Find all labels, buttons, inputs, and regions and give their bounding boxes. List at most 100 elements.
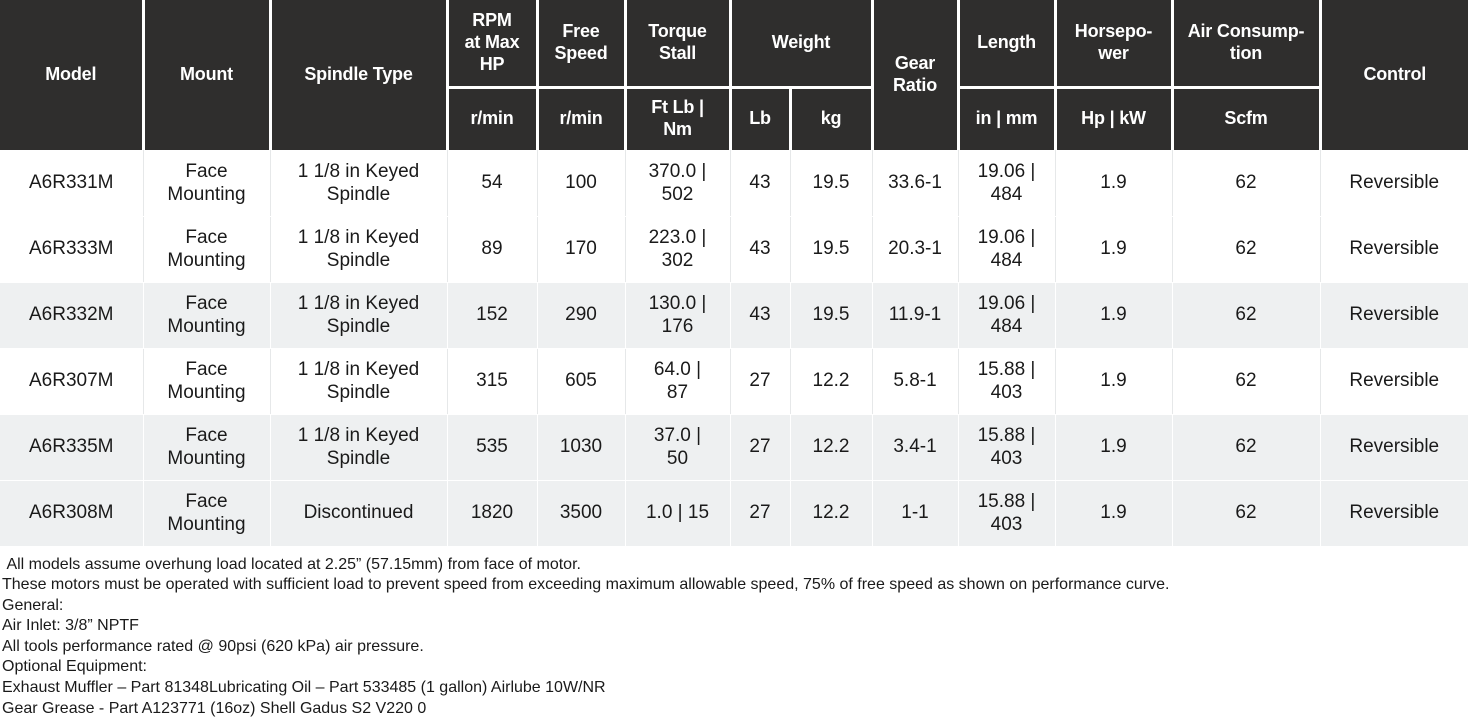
cell-air_consumption: 62 [1172,282,1320,348]
footnote-line: General: [2,596,1466,617]
unit-header-free-speed: r/min [537,87,625,150]
unit-header-length: in | mm [958,87,1055,150]
cell-rpm_at_max_hp: 1820 [447,480,537,546]
cell-model: A6R335M [0,414,143,480]
unit-header-weight-lb: Lb [730,87,790,150]
cell-weight_lb: 27 [730,480,790,546]
footnote-line: These motors must be operated with suffi… [2,575,1466,596]
cell-control: Reversible [1320,216,1468,282]
cell-free_speed: 605 [537,348,625,414]
col-header-model: Model [0,0,143,150]
cell-gear_ratio: 3.4-1 [872,414,958,480]
cell-mount: Face Mounting [143,150,270,216]
cell-model: A6R333M [0,216,143,282]
cell-rpm_at_max_hp: 315 [447,348,537,414]
cell-spindle_type: 1 1/8 in Keyed Spindle [270,216,447,282]
cell-mount: Face Mounting [143,414,270,480]
cell-gear_ratio: 5.8-1 [872,348,958,414]
cell-control: Reversible [1320,348,1468,414]
cell-free_speed: 170 [537,216,625,282]
cell-weight_lb: 27 [730,348,790,414]
cell-rpm_at_max_hp: 89 [447,216,537,282]
unit-header-horsepower: Hp | kW [1055,87,1172,150]
cell-horsepower: 1.9 [1055,414,1172,480]
cell-rpm_at_max_hp: 535 [447,414,537,480]
cell-torque_stall: 223.0 | 302 [625,216,730,282]
motor-spec-table: Model Mount Spindle Type RPM at Max HP F… [0,0,1468,547]
cell-free_speed: 290 [537,282,625,348]
cell-mount: Face Mounting [143,480,270,546]
cell-torque_stall: 1.0 | 15 [625,480,730,546]
col-header-horsepower: Horsepo- wer [1055,0,1172,87]
cell-rpm_at_max_hp: 54 [447,150,537,216]
col-header-length: Length [958,0,1055,87]
cell-spindle_type: 1 1/8 in Keyed Spindle [270,282,447,348]
footnote-line: Optional Equipment: [2,657,1466,678]
cell-horsepower: 1.9 [1055,216,1172,282]
cell-gear_ratio: 11.9-1 [872,282,958,348]
cell-model: A6R308M [0,480,143,546]
cell-air_consumption: 62 [1172,480,1320,546]
cell-mount: Face Mounting [143,282,270,348]
cell-weight_kg: 19.5 [790,216,872,282]
unit-header-air-consumption: Scfm [1172,87,1320,150]
cell-control: Reversible [1320,150,1468,216]
cell-weight_kg: 12.2 [790,480,872,546]
col-header-air-consumption: Air Consump- tion [1172,0,1320,87]
cell-air_consumption: 62 [1172,216,1320,282]
footnote-line: All tools performance rated @ 90psi (620… [2,637,1466,658]
cell-horsepower: 1.9 [1055,480,1172,546]
cell-length: 19.06 | 484 [958,216,1055,282]
cell-mount: Face Mounting [143,348,270,414]
cell-spindle_type: 1 1/8 in Keyed Spindle [270,150,447,216]
col-header-weight: Weight [730,0,872,87]
cell-gear_ratio: 20.3-1 [872,216,958,282]
cell-free_speed: 3500 [537,480,625,546]
footnote-line: Gear Grease - Part A123771 (16oz) Shell … [2,699,1466,719]
col-header-mount: Mount [143,0,270,150]
cell-spindle_type: 1 1/8 in Keyed Spindle [270,348,447,414]
cell-weight_kg: 19.5 [790,282,872,348]
cell-model: A6R331M [0,150,143,216]
cell-model: A6R332M [0,282,143,348]
cell-gear_ratio: 33.6-1 [872,150,958,216]
col-header-gear-ratio: Gear Ratio [872,0,958,150]
cell-weight_kg: 12.2 [790,414,872,480]
col-header-spindle-type: Spindle Type [270,0,447,150]
cell-weight_kg: 19.5 [790,150,872,216]
cell-horsepower: 1.9 [1055,348,1172,414]
footnote-line: All models assume overhung load located … [2,555,1466,576]
col-header-control: Control [1320,0,1468,150]
cell-torque_stall: 64.0 | 87 [625,348,730,414]
cell-air_consumption: 62 [1172,150,1320,216]
unit-header-weight-kg: kg [790,87,872,150]
cell-length: 15.88 | 403 [958,348,1055,414]
cell-free_speed: 1030 [537,414,625,480]
unit-header-torque: Ft Lb | Nm [625,87,730,150]
cell-torque_stall: 37.0 | 50 [625,414,730,480]
cell-weight_lb: 43 [730,282,790,348]
cell-length: 19.06 | 484 [958,150,1055,216]
unit-header-rpm: r/min [447,87,537,150]
cell-rpm_at_max_hp: 152 [447,282,537,348]
cell-free_speed: 100 [537,150,625,216]
cell-torque_stall: 130.0 | 176 [625,282,730,348]
cell-model: A6R307M [0,348,143,414]
cell-mount: Face Mounting [143,216,270,282]
cell-length: 19.06 | 484 [958,282,1055,348]
cell-weight_lb: 27 [730,414,790,480]
footnote-line: Air Inlet: 3/8” NPTF [2,616,1466,637]
cell-air_consumption: 62 [1172,414,1320,480]
cell-weight_kg: 12.2 [790,348,872,414]
cell-length: 15.88 | 403 [958,480,1055,546]
cell-length: 15.88 | 403 [958,414,1055,480]
cell-control: Reversible [1320,282,1468,348]
table-header: Model Mount Spindle Type RPM at Max HP F… [0,0,1468,150]
cell-torque_stall: 370.0 | 502 [625,150,730,216]
